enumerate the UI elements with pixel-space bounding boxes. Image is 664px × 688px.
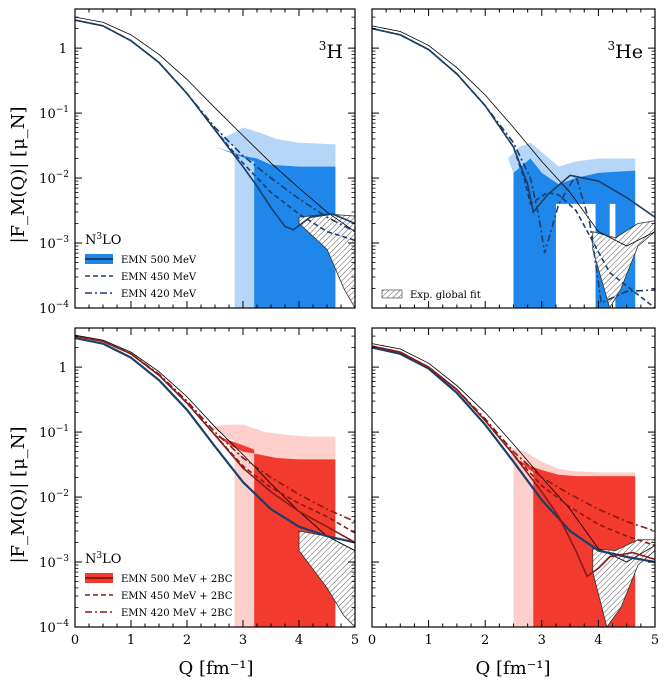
x-tick-label: 5 [651,633,659,648]
series-exp-thin [372,25,655,247]
x-tick-label: 3 [239,633,247,648]
y-tick-label: 1 [59,42,67,57]
legend-entry-label: EMN 450 MeV [121,272,197,283]
plot-area-top-left [75,16,355,308]
series-emn-420-mev-2bc [372,345,655,532]
exp-global-fit-band [592,220,655,308]
x-tick-label: 2 [183,633,191,648]
legend-swatch-hatch [381,289,403,299]
legend-title: N3LO [85,551,121,567]
nucleus-label: 3He [608,39,643,63]
x-tick-label: 1 [424,633,432,648]
band-dark [215,435,336,627]
x-tick-label: 0 [71,633,79,648]
band-dark [215,147,336,308]
series-1bc-ref [372,346,655,564]
series-exp-thin [75,16,355,232]
y-tick-label: 10−2 [39,170,69,187]
y-tick-label: 10−3 [39,235,69,252]
y-tick-label: 10−1 [39,424,69,441]
x-tick-label: 1 [127,633,135,648]
legend-entry-label: EMN 420 MeV + 2BC [121,608,233,619]
legend-title: N3LO [85,232,121,248]
x-axis-label-left: Q [fm⁻¹] [179,658,254,679]
x-tick-label: 4 [295,633,303,648]
x-tick-label: 5 [351,633,359,648]
y-tick-label: 1 [59,361,67,376]
x-tick-label: 4 [594,633,602,648]
plot-area-bottom-right [372,343,655,627]
y-tick-label: 10−1 [39,105,69,122]
series-emn-420-mev [75,19,355,233]
series-emn-420-mev-2bc [75,335,355,523]
x-tick-label: 2 [481,633,489,648]
legend-top-right: Exp. global fit [381,289,481,301]
panel-bottom-right: 0 1 2 3 4 5 [368,327,659,648]
panel-top-right: 3He Exp. global fit [371,8,656,309]
exp-global-fit-band [592,539,655,627]
plot-area-bottom-left [75,334,355,627]
plot-area-top-right [372,25,655,308]
series-1bc-ref [75,336,355,544]
y-tick-label: 10−4 [39,300,69,317]
nucleus-label: 3H [319,39,343,63]
y-tick-label: 10−3 [39,554,69,571]
legend-entry-label: EMN 420 MeV [121,289,197,300]
y-axis-label-top: |F_M(Q)| [μ_N] [8,106,29,243]
legend-entry-label: EMN 500 MeV + 2BC [121,574,233,585]
legend-entry-label: EMN 500 MeV [121,255,197,266]
y-tick-label: 10−2 [39,489,69,506]
y-axis-label-bottom: |F_M(Q)| [μ_N] [8,426,29,563]
legend-entry-label: Exp. global fit [410,290,481,301]
x-axis-label-right: Q [fm⁻¹] [476,658,551,679]
x-tick-label: 3 [538,633,546,648]
series-exp-thin [75,334,355,551]
y-tick-label: 10−4 [39,619,69,636]
legend-entry-label: EMN 450 MeV + 2BC [121,591,233,602]
x-tick-label: 0 [368,633,376,648]
series-emn-420-mev [372,27,655,305]
